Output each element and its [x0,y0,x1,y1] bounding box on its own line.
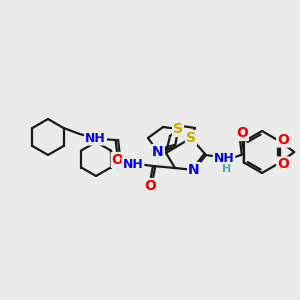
Text: O: O [236,126,248,140]
Text: O: O [277,133,289,146]
Text: S: S [186,131,196,145]
Text: N: N [188,163,200,177]
Text: NH: NH [123,158,143,170]
Text: NH: NH [214,152,234,166]
Text: NH: NH [85,131,106,145]
Text: O: O [112,153,124,167]
Text: N: N [152,145,164,159]
Text: H: H [222,164,232,174]
Text: O: O [144,179,156,193]
Text: O: O [277,158,289,172]
Text: S: S [173,122,183,136]
